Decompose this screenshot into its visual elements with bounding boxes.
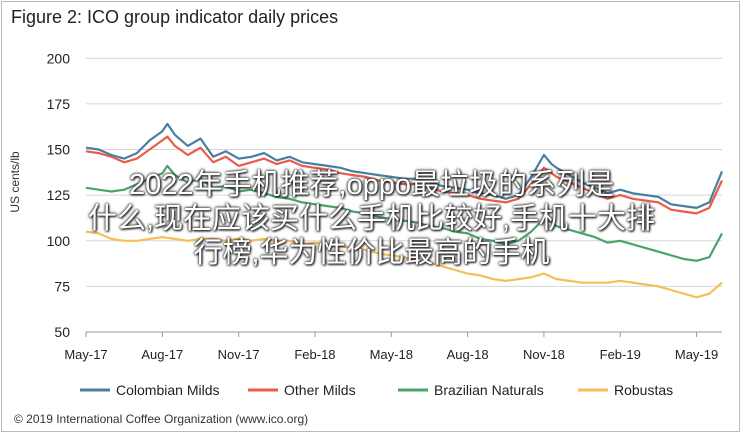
legend-label-robustas: Robustas	[614, 382, 673, 398]
y-tick-label-200: 200	[47, 50, 71, 66]
y-tick-label-75: 75	[54, 278, 70, 294]
y-tick-label-125: 125	[47, 187, 71, 203]
series-line-robustas	[85, 230, 723, 299]
legend-label-other-milds: Other Milds	[284, 382, 356, 398]
x-tick-labels: May-17 Aug-17 Nov-17 Feb-18 May-18 Aug-18 Nov-…	[64, 347, 718, 362]
x-tick-label-May-18: May-18	[370, 347, 413, 362]
y-tick-label-50: 50	[54, 324, 70, 340]
x-tick-label-Feb-19: Feb-19	[600, 347, 641, 362]
series-line-brazilian-naturals	[85, 164, 723, 262]
series-line-other-milds	[85, 135, 723, 215]
x-tick-label-Nov-17: Nov-17	[218, 347, 260, 362]
legend: Colombian Milds Other Milds Brazilian Natu…	[80, 382, 673, 398]
y-tick-label-150: 150	[47, 142, 71, 158]
x-tick-label-Aug-18: Aug-18	[447, 347, 489, 362]
x-tick-label-Nov-18: Nov-18	[523, 347, 565, 362]
source-credit: © 2019 International Coffee Organization…	[14, 412, 309, 426]
legend-label-colombian-milds: Colombian Milds	[116, 382, 219, 398]
x-tick-label-Aug-17: Aug-17	[141, 347, 183, 362]
chart-title: Figure 2: ICO group indicator daily pric…	[11, 7, 339, 27]
y-tick-label-100: 100	[47, 233, 71, 249]
x-tick-label-May-17: May-17	[64, 347, 107, 362]
y-axis-label: US cents/lb	[8, 151, 22, 213]
x-tick-label-May-19: May-19	[675, 347, 718, 362]
y-tick-labels: 50 75 100 125 150 175 200	[47, 50, 71, 340]
series-line-colombian-milds	[85, 122, 724, 209]
y-tick-label-175: 175	[47, 96, 71, 112]
series-lines	[85, 122, 724, 299]
legend-label-brazilian-naturals: Brazilian Naturals	[434, 382, 544, 398]
x-tick-label-Feb-18: Feb-18	[294, 347, 335, 362]
